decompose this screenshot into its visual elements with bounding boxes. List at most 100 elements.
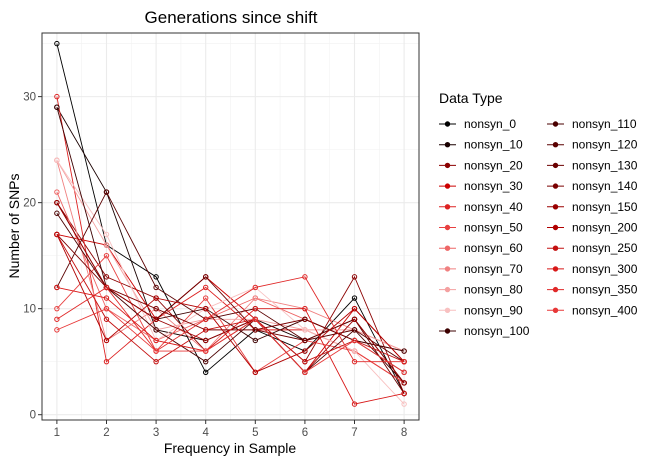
legend-item-nonsyn_60: nonsyn_60 xyxy=(439,241,523,255)
legend-label: nonsyn_150 xyxy=(572,200,638,214)
legend-item-nonsyn_20: nonsyn_20 xyxy=(439,158,523,172)
data-point xyxy=(54,305,60,312)
legend-key-point xyxy=(552,142,559,148)
legend-label: nonsyn_120 xyxy=(572,138,638,152)
data-point xyxy=(401,358,407,365)
legend-label: nonsyn_70 xyxy=(464,262,523,276)
data-point xyxy=(252,295,259,301)
data-point xyxy=(401,369,407,375)
data-point xyxy=(103,231,110,238)
series-line xyxy=(56,234,405,363)
legend-label: nonsyn_40 xyxy=(464,200,523,214)
legend-item-nonsyn_110: nonsyn_110 xyxy=(547,117,637,131)
data-point xyxy=(153,316,159,322)
data-point xyxy=(54,93,60,100)
data-point xyxy=(202,337,209,344)
legend-item-nonsyn_250: nonsyn_250 xyxy=(547,241,638,255)
chart-title: Generations since shift xyxy=(145,8,318,27)
legend-label: nonsyn_300 xyxy=(572,262,638,276)
data-point xyxy=(153,274,159,280)
data-point xyxy=(351,337,358,344)
data-point xyxy=(302,337,308,344)
data-point xyxy=(202,369,209,375)
data-point xyxy=(351,305,358,312)
data-point xyxy=(54,189,60,195)
legend-item-nonsyn_120: nonsyn_120 xyxy=(547,138,638,152)
data-point xyxy=(252,337,259,344)
data-point xyxy=(103,242,110,248)
legend-label: nonsyn_350 xyxy=(572,283,638,297)
data-point xyxy=(351,348,358,354)
data-point xyxy=(302,305,308,312)
data-point xyxy=(401,390,407,397)
x-tick-label: 8 xyxy=(401,427,407,439)
legend-label: nonsyn_80 xyxy=(464,283,523,297)
data-point xyxy=(401,348,407,354)
legend-item-nonsyn_10: nonsyn_10 xyxy=(439,138,523,152)
data-point xyxy=(302,327,308,333)
legend-item-nonsyn_50: nonsyn_50 xyxy=(439,221,523,235)
data-point xyxy=(103,358,110,365)
grid-lines xyxy=(42,33,419,420)
data-point xyxy=(351,358,358,365)
series-nonsyn_350 xyxy=(54,274,407,365)
legend-key-point xyxy=(444,266,451,272)
data-point xyxy=(202,274,209,280)
data-point xyxy=(103,337,110,344)
legend-key-point xyxy=(444,307,451,313)
data-point xyxy=(302,348,308,354)
legend-item-nonsyn_150: nonsyn_150 xyxy=(547,200,638,214)
x-axis-ticks: 1 2 3 4 5 6 7 8 xyxy=(54,420,407,439)
x-tick-label: 7 xyxy=(351,427,357,439)
x-tick-label: 3 xyxy=(153,427,159,439)
series-layer xyxy=(54,40,407,407)
legend-key-point xyxy=(444,142,451,148)
data-point xyxy=(252,284,259,291)
data-point xyxy=(252,316,259,322)
data-point xyxy=(103,274,110,280)
legend-label: nonsyn_30 xyxy=(464,179,523,193)
legend-key-point xyxy=(552,162,559,169)
legend-item-nonsyn_140: nonsyn_140 xyxy=(547,179,638,193)
data-point xyxy=(351,327,358,333)
legend-label: nonsyn_60 xyxy=(464,241,523,255)
plot-border xyxy=(41,32,420,421)
legend-key-point xyxy=(444,286,451,293)
series-line xyxy=(56,276,405,363)
legend-key-point xyxy=(444,204,451,210)
y-axis-ticks: 0 10 20 30 xyxy=(23,92,42,422)
legend-item-nonsyn_90: nonsyn_90 xyxy=(439,303,523,317)
series-nonsyn_400 xyxy=(54,305,407,375)
legend-key-point xyxy=(552,266,559,272)
legend-label: nonsyn_10 xyxy=(464,138,523,152)
data-point xyxy=(54,40,60,47)
data-point xyxy=(202,358,209,365)
series-line xyxy=(56,160,405,352)
legend-key-point xyxy=(552,224,559,231)
y-tick-label: 20 xyxy=(23,198,36,210)
data-point xyxy=(401,401,407,407)
legend-label: nonsyn_110 xyxy=(572,117,637,131)
data-point xyxy=(103,305,110,312)
data-point xyxy=(103,295,110,301)
data-point xyxy=(351,274,358,280)
legend-key-point xyxy=(552,245,559,251)
data-point xyxy=(401,380,407,386)
series-line xyxy=(56,234,405,373)
legend-item-nonsyn_130: nonsyn_130 xyxy=(547,158,638,172)
x-tick-label: 4 xyxy=(202,427,209,439)
series-line xyxy=(56,287,405,405)
y-tick-label: 0 xyxy=(30,410,36,422)
legend-label: nonsyn_90 xyxy=(464,303,523,317)
legend-label: nonsyn_100 xyxy=(464,324,530,338)
legend-label: nonsyn_400 xyxy=(572,303,638,317)
data-point xyxy=(252,305,259,312)
legend-key-point xyxy=(444,328,451,334)
data-point xyxy=(54,104,60,110)
data-point xyxy=(54,316,60,322)
data-point xyxy=(54,284,60,291)
legend-key-point xyxy=(552,307,559,313)
data-point xyxy=(302,274,308,280)
y-tick-label: 30 xyxy=(23,92,36,104)
